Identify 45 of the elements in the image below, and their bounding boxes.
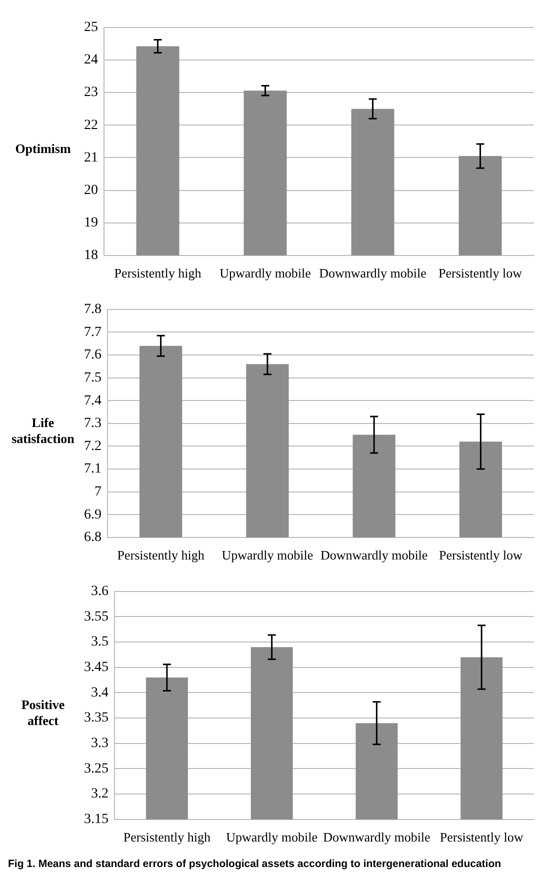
- y-tick-label: 23: [84, 85, 98, 100]
- y-tick-label: 6.9: [84, 507, 102, 522]
- y-tick-label: 7.1: [84, 462, 102, 477]
- x-tick-label: Downwardly mobile: [323, 830, 431, 845]
- y-tick-label: 7.2: [84, 438, 102, 454]
- x-tick-label: Downwardly mobile: [320, 548, 428, 563]
- y-tick-label: 25: [84, 20, 98, 36]
- y-axis-title: Optimism: [14, 141, 72, 157]
- y-tick-label: 7.7: [84, 324, 102, 340]
- y-tick-label: 7.8: [84, 302, 102, 318]
- y-tick-label: 20: [84, 182, 98, 198]
- y-tick-label: 3.6: [91, 584, 108, 600]
- y-tick-label: 3.25: [84, 761, 108, 776]
- y-tick-label: 3.3: [91, 736, 108, 752]
- x-tick-label: Upwardly mobile: [222, 548, 314, 563]
- y-tick-label: 3.55: [84, 609, 108, 624]
- caption: Fig 1. Means and standard errors of psychological assets according to intergenerational education: [8, 858, 502, 870]
- x-tick-label: Persistently high: [117, 548, 205, 563]
- y-tick-label: 21: [84, 150, 98, 166]
- y-tick-label: 7.4: [84, 393, 102, 408]
- y-tick-label: 7.6: [84, 348, 102, 363]
- y-tick-label: 6.8: [84, 530, 102, 546]
- y-tick-label: 3.45: [84, 660, 108, 676]
- y-tick-label: 7.5: [84, 370, 102, 386]
- x-tick-label: Persistently low: [438, 548, 524, 563]
- x-tick-label: Persistently low: [440, 830, 524, 845]
- y-tick-label: 3.4: [91, 685, 108, 700]
- y-tick-label: 7.3: [84, 416, 102, 432]
- x-tick-label: Downwardly mobile: [319, 266, 427, 281]
- x-tick-label: Persistently high: [123, 830, 211, 845]
- y-tick-label: 18: [84, 248, 98, 264]
- x-tick-label: Persistently high: [114, 266, 202, 281]
- y-tick-label: 3.15: [84, 812, 108, 828]
- x-tick-label: Upwardly mobile: [226, 830, 318, 845]
- y-tick-label: 3.35: [84, 710, 108, 726]
- y-axis-title: Life satisfaction: [10, 415, 76, 447]
- y-tick-label: 22: [84, 118, 98, 133]
- x-tick-label: Persistently low: [438, 266, 523, 281]
- y-axis-title: Positive affect: [20, 697, 66, 729]
- y-tick-label: 3.5: [91, 634, 108, 650]
- x-tick-label: Upwardly mobile: [220, 266, 312, 281]
- y-tick-label: 3.2: [91, 786, 108, 802]
- y-tick-label: 19: [84, 216, 98, 230]
- y-tick-label: 24: [84, 52, 98, 68]
- y-tick-label: 7: [94, 484, 102, 500]
